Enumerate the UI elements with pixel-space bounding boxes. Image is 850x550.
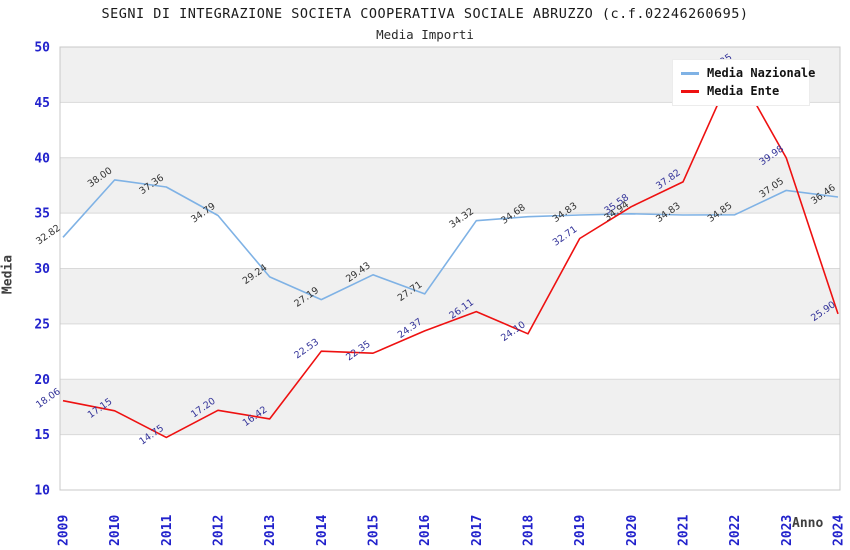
y-tick-label: 40 — [34, 151, 50, 166]
grid-band — [60, 379, 840, 435]
y-axis-title: Media — [0, 254, 16, 295]
series-line-media-nazionale — [62, 179, 839, 301]
y-tick-label: 35 — [34, 207, 50, 222]
x-tick-label: 2011 — [160, 515, 175, 546]
point-label: 32.82 — [34, 223, 63, 248]
legend-swatch-ente — [681, 89, 699, 93]
point-label: 22.35 — [344, 339, 373, 364]
x-tick-label: 2021 — [677, 515, 692, 546]
chart-legend: Media Nazionale Media Ente — [672, 59, 815, 106]
legend-item-media-nazionale: Media Nazionale — [681, 64, 815, 82]
point-label: 18.06 — [34, 386, 63, 411]
x-tick-label: 2020 — [625, 515, 640, 546]
grid-band — [60, 268, 840, 324]
x-tick-label: 2023 — [780, 515, 795, 546]
legend-item-media-ente: Media Ente — [681, 82, 801, 100]
chart-title: SEGNI DI INTEGRAZIONE SOCIETA COOPERATIV… — [101, 6, 749, 22]
plot-border — [59, 46, 841, 491]
y-tick-label: 30 — [34, 262, 50, 277]
x-tick-label: 2022 — [728, 515, 743, 546]
x-tick-label: 2017 — [470, 515, 485, 546]
x-tick-label: 2018 — [522, 515, 537, 546]
legend-label-ente: Media Ente — [707, 84, 780, 98]
x-tick-label: 2012 — [212, 515, 227, 546]
y-tick-label: 15 — [34, 428, 50, 443]
x-tick-label: 2024 — [832, 515, 847, 546]
x-tick-label: 2013 — [263, 515, 278, 546]
point-label: 32.71 — [551, 224, 580, 249]
grid-band — [60, 157, 840, 214]
series-line-media-ente — [62, 65, 839, 439]
y-tick-label: 25 — [34, 317, 50, 332]
y-tick-label: 45 — [34, 96, 50, 111]
y-tick-label: 20 — [34, 373, 50, 388]
x-tick-label: 2015 — [367, 515, 382, 546]
x-tick-label: 2010 — [108, 515, 123, 546]
legend-swatch-nazionale — [681, 71, 699, 75]
legend-label-nazionale: Media Nazionale — [707, 66, 816, 80]
x-tick-label: 2014 — [315, 515, 330, 546]
x-tick-label: 2019 — [573, 515, 588, 546]
x-tick-label: 2009 — [57, 515, 72, 546]
x-tick-label: 2016 — [418, 515, 433, 546]
y-tick-label: 50 — [34, 41, 50, 56]
x-axis-title: Anno — [792, 516, 824, 531]
chart-subtitle: Media Importi — [376, 27, 474, 42]
y-tick-label: 10 — [34, 484, 50, 499]
